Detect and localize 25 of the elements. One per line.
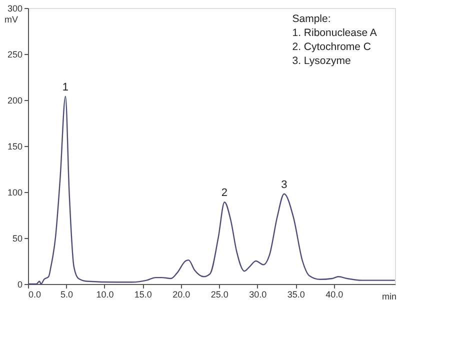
y-tick-label: 300 bbox=[7, 4, 22, 14]
annotation: 2. Cytochrome C bbox=[292, 41, 372, 53]
x-tick-label: 35.0 bbox=[287, 290, 305, 300]
annotation: 3. Lysozyme bbox=[292, 55, 351, 67]
x-tick-label: 15.0 bbox=[134, 290, 152, 300]
y-tick-label: 100 bbox=[7, 188, 22, 198]
y-tick-label: 0 bbox=[17, 280, 22, 290]
x-tick-label: 20.0 bbox=[172, 290, 190, 300]
annotation: 3 bbox=[281, 178, 288, 191]
annotation: 1. Ribonuclease A bbox=[292, 27, 377, 39]
x-tick-label: 25.0 bbox=[210, 290, 228, 300]
y-axis-title: mV bbox=[4, 14, 18, 24]
y-tick-label: 150 bbox=[7, 142, 22, 152]
x-tick-label: 10.0 bbox=[96, 290, 114, 300]
annotation: 1 bbox=[62, 81, 69, 94]
annotation: Sample: bbox=[292, 13, 331, 25]
x-tick-label: 5.0 bbox=[60, 290, 73, 300]
y-tick-label: 250 bbox=[7, 50, 22, 60]
x-tick-label: 0.0 bbox=[28, 290, 42, 300]
y-tick-label: 50 bbox=[12, 234, 22, 244]
x-tick-label: 30.0 bbox=[249, 290, 267, 300]
annotation: 2 bbox=[221, 187, 228, 200]
y-tick-label: 200 bbox=[7, 96, 22, 106]
x-axis-title: min bbox=[382, 292, 396, 302]
x-tick-label: 40.0 bbox=[326, 290, 344, 300]
